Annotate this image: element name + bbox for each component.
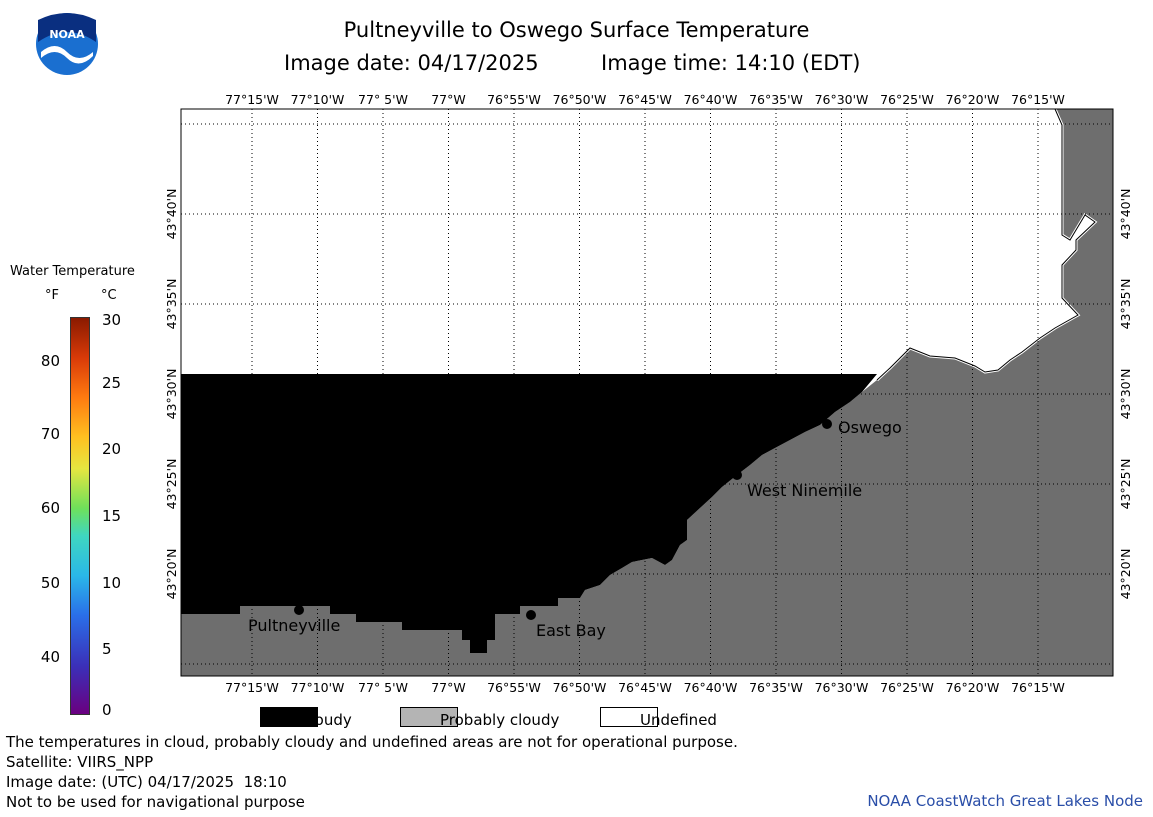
- latitude-label: 43°35'N: [1118, 279, 1133, 330]
- longitude-label: 76°45'W: [618, 92, 672, 107]
- cloudy-swatch: [260, 707, 318, 727]
- longitude-label: 77°W: [431, 92, 466, 107]
- east-bay-marker: [526, 610, 536, 620]
- page-title: Pultneyville to Oswego Surface Temperatu…: [343, 18, 810, 42]
- c-tick: 0: [102, 701, 112, 719]
- cloudy-label: Cloudy: [300, 711, 352, 729]
- legend-unit-f: °F: [45, 288, 59, 303]
- pultneyville-marker: [294, 605, 304, 615]
- longitude-label: 76°35'W: [749, 680, 803, 695]
- longitude-label: 76°55'W: [487, 92, 541, 107]
- undefined-label: Undefined: [640, 711, 717, 729]
- longitude-label: 76°35'W: [749, 92, 803, 107]
- f-tick: 40: [40, 648, 60, 666]
- c-tick: 10: [102, 574, 122, 592]
- latitude-label: 43°40'N: [1118, 189, 1133, 240]
- west-ninemile-marker: [732, 470, 742, 480]
- c-tick: 30: [102, 311, 122, 329]
- note-satellite: Satellite: VIIRS_NPP: [6, 753, 154, 771]
- c-tick: 5: [102, 640, 112, 658]
- latitude-label: 43°25'N: [164, 459, 179, 510]
- legend-unit-c: °C: [101, 288, 117, 303]
- latitude-label: 43°30'N: [164, 369, 179, 420]
- c-tick: 20: [102, 440, 122, 458]
- longitude-label: 76°45'W: [618, 680, 672, 695]
- note-utc-date: Image date: (UTC) 04/17/2025 18:10: [6, 773, 287, 791]
- longitude-label: 76°15'W: [1011, 680, 1065, 695]
- longitude-label: 76°25'W: [880, 92, 934, 107]
- longitude-label: 77°W: [431, 680, 466, 695]
- longitude-label: 77°15'W: [225, 680, 279, 695]
- longitude-label: 76°40'W: [684, 92, 738, 107]
- longitude-label: 77°10'W: [291, 92, 345, 107]
- longitude-label: 76°25'W: [880, 680, 934, 695]
- probably-cloudy-swatch: [400, 707, 458, 727]
- latitude-label: 43°20'N: [164, 549, 179, 600]
- latitude-label: 43°35'N: [164, 279, 179, 330]
- longitude-label: 76°50'W: [553, 92, 607, 107]
- longitude-label: 76°55'W: [487, 680, 541, 695]
- note-operational: The temperatures in cloud, probably clou…: [6, 733, 738, 751]
- longitude-label: 76°15'W: [1011, 92, 1065, 107]
- probably-cloudy-label: Probably cloudy: [440, 711, 560, 729]
- c-tick: 25: [102, 374, 122, 392]
- place-east-bay: East Bay: [536, 621, 606, 640]
- oswego-marker: [822, 419, 832, 429]
- noaa-logo: NOAA: [36, 13, 98, 75]
- latitude-label: 43°20'N: [1118, 549, 1133, 600]
- longitude-label: 77°15'W: [225, 92, 279, 107]
- graticule: [181, 109, 1113, 676]
- longitude-label: 77°10'W: [291, 680, 345, 695]
- f-tick: 70: [40, 425, 60, 443]
- place-pultneyville: Pultneyville: [248, 616, 340, 635]
- map-frame: [180, 108, 1114, 677]
- credit-link[interactable]: NOAA CoastWatch Great Lakes Node: [867, 792, 1143, 810]
- legend-title: Water Temperature: [10, 264, 135, 279]
- f-tick: 80: [40, 352, 60, 370]
- longitude-label: 76°20'W: [946, 680, 1000, 695]
- f-tick: 60: [40, 499, 60, 517]
- image-time: Image time: 14:10 (EDT): [601, 51, 861, 75]
- longitude-label: 77° 5'W: [358, 680, 408, 695]
- c-tick: 15: [102, 507, 122, 525]
- place-west-ninemile: West Ninemile: [747, 481, 862, 500]
- latitude-label: 43°40'N: [164, 189, 179, 240]
- f-tick: 50: [40, 574, 60, 592]
- longitude-label: 76°30'W: [815, 680, 869, 695]
- undefined-swatch: [600, 707, 658, 727]
- note-navigation: Not to be used for navigational purpose: [6, 793, 305, 811]
- latitude-label: 43°30'N: [1118, 369, 1133, 420]
- temperature-colorbar: [70, 317, 90, 715]
- longitude-label: 76°40'W: [684, 680, 738, 695]
- cloud-area: [181, 374, 877, 653]
- image-date: Image date: 04/17/2025: [284, 51, 539, 75]
- logo-text: NOAA: [49, 28, 85, 41]
- longitude-label: 76°30'W: [815, 92, 869, 107]
- longitude-label: 77° 5'W: [358, 92, 408, 107]
- latitude-label: 43°25'N: [1118, 459, 1133, 510]
- longitude-label: 76°50'W: [553, 680, 607, 695]
- place-oswego: Oswego: [838, 418, 902, 437]
- land-area: [181, 109, 1113, 676]
- longitude-label: 76°20'W: [946, 92, 1000, 107]
